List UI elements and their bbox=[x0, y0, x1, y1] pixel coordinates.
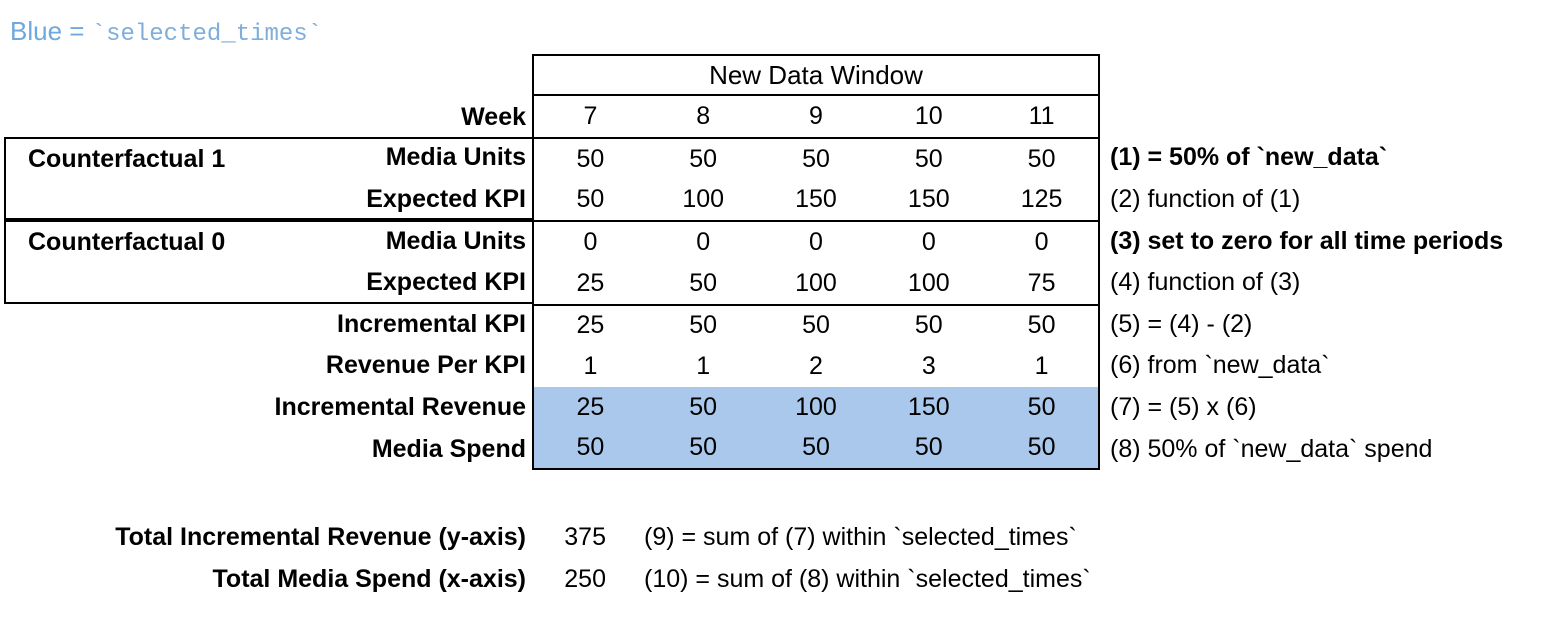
data-cell: 125 bbox=[1020, 185, 1063, 214]
row-label-8: Media Spend bbox=[371, 434, 526, 463]
summary-value: 250 bbox=[564, 564, 606, 593]
summary-row-1: Total Incremental Revenue (y-axis) 375 (9)… bbox=[0, 516, 1544, 558]
row-label-1: Media Units bbox=[385, 143, 526, 172]
week-cell-8: 8 bbox=[696, 102, 711, 130]
data-cell: 1 bbox=[696, 351, 711, 380]
data-row-6: 1 1 2 3 1 bbox=[534, 346, 1098, 387]
new-data-window-label: New Data Window bbox=[709, 59, 923, 90]
summary-label: Total Media Spend (x-axis) bbox=[212, 564, 526, 593]
data-cell: 1 bbox=[1034, 351, 1049, 380]
row-label-5: Incremental KPI bbox=[337, 309, 526, 338]
summary-label: Total Incremental Revenue (y-axis) bbox=[115, 522, 526, 551]
data-cell: 50 bbox=[689, 392, 718, 421]
counterfactual-0-box: Counterfactual 0 bbox=[4, 220, 532, 304]
data-cell: 0 bbox=[921, 228, 936, 257]
data-cell: 50 bbox=[689, 311, 718, 340]
row-annotation-5: (5) = (4) - (2) bbox=[1110, 309, 1253, 338]
row-annotation-3: (3) set to zero for all time periods bbox=[1110, 226, 1504, 255]
data-cell: 50 bbox=[914, 433, 943, 462]
row-label-4: Expected KPI bbox=[366, 268, 526, 297]
data-row-2: 50 100 150 150 125 bbox=[534, 180, 1098, 221]
data-row-1: 50 50 50 50 50 bbox=[534, 139, 1098, 180]
annotations-column: (1) = 50% of `new_data` (2) function of (… bbox=[1110, 137, 1544, 470]
data-cell: 3 bbox=[921, 351, 936, 380]
data-cell: 0 bbox=[809, 228, 823, 257]
data-cell: 50 bbox=[576, 185, 605, 214]
data-cell: 50 bbox=[689, 433, 718, 462]
data-cell: 100 bbox=[795, 268, 837, 297]
data-cell: 50 bbox=[1027, 144, 1056, 173]
data-cell: 50 bbox=[1027, 311, 1056, 340]
row-annotation-8: (8) 50% of `new_data` spend bbox=[1110, 434, 1433, 463]
data-row-7: 25 50 100 150 50 bbox=[534, 386, 1098, 428]
row-annotation-1: (1) = 50% of `new_data` bbox=[1110, 143, 1388, 172]
row-annotation-2: (2) function of (1) bbox=[1110, 184, 1301, 213]
legend-note-prefix: Blue = bbox=[10, 16, 92, 46]
summary-annotation: (9) = sum of (7) within `selected_times` bbox=[644, 522, 1077, 551]
summary-row-2: Total Media Spend (x-axis) 250 (10) = sum … bbox=[0, 558, 1544, 600]
data-cell: 50 bbox=[802, 433, 830, 462]
week-cell-7: 7 bbox=[583, 102, 598, 130]
data-cell: 50 bbox=[914, 311, 943, 340]
row-label-6: Revenue Per KPI bbox=[325, 351, 526, 380]
data-cell: 25 bbox=[576, 268, 605, 297]
data-cell: 50 bbox=[576, 433, 605, 462]
week-cell-11: 11 bbox=[1028, 102, 1055, 130]
data-cell: 150 bbox=[795, 185, 837, 214]
week-cell-10: 10 bbox=[914, 102, 943, 130]
data-cell: 25 bbox=[576, 392, 605, 421]
data-cell: 0 bbox=[583, 228, 598, 257]
summary-annotation: (10) = sum of (8) within `selected_times… bbox=[644, 564, 1091, 593]
data-cell: 0 bbox=[1034, 228, 1049, 257]
row-label-3: Media Units bbox=[385, 226, 526, 255]
data-cell: 150 bbox=[907, 392, 950, 421]
counterfactual-1-box: Counterfactual 1 bbox=[4, 137, 532, 220]
counterfactual-1-label: Counterfactual 1 bbox=[28, 145, 226, 173]
data-row-5: 25 50 50 50 50 bbox=[534, 303, 1098, 347]
legend-note-code: `selected_times` bbox=[91, 21, 323, 48]
data-cell: 50 bbox=[576, 144, 605, 173]
row-annotation-6: (6) from `new_data` bbox=[1110, 351, 1330, 380]
data-cell: 50 bbox=[914, 144, 943, 173]
row-label-2: Expected KPI bbox=[366, 184, 526, 213]
counterfactual-0-label: Counterfactual 0 bbox=[28, 228, 226, 256]
data-cell: 100 bbox=[682, 185, 725, 214]
data-cell: 150 bbox=[907, 185, 950, 214]
data-row-8: 50 50 50 50 50 bbox=[534, 427, 1098, 468]
new-data-window-header: New Data Window bbox=[532, 54, 1100, 96]
data-cell: 50 bbox=[1027, 433, 1056, 462]
data-cell: 1 bbox=[583, 351, 598, 380]
data-cell: 50 bbox=[1027, 392, 1056, 421]
data-cell: 0 bbox=[696, 228, 711, 257]
data-cell: 75 bbox=[1027, 268, 1056, 297]
data-row-4: 25 50 100 100 75 bbox=[534, 263, 1098, 304]
summary-value: 375 bbox=[564, 522, 606, 551]
data-grid: 50 50 50 50 50 50 100 150 150 125 0 0 0 0 0 25 50 100 100 7… bbox=[532, 137, 1100, 470]
row-labels-column: Media Units Expected KPI Media Units Expect… bbox=[0, 137, 527, 470]
row-annotation-4: (4) function of (3) bbox=[1110, 268, 1301, 297]
data-cell: 50 bbox=[689, 144, 718, 173]
data-cell: 100 bbox=[795, 392, 837, 421]
data-row-3: 0 0 0 0 0 bbox=[534, 220, 1098, 263]
week-cell-9: 9 bbox=[809, 102, 823, 130]
row-annotation-7: (7) = (5) x (6) bbox=[1110, 393, 1257, 422]
data-cell: 50 bbox=[689, 268, 718, 297]
data-cell: 50 bbox=[802, 311, 830, 340]
data-cell: 50 bbox=[802, 144, 830, 173]
data-cell: 100 bbox=[907, 268, 950, 297]
week-label: Week bbox=[461, 102, 526, 131]
legend-note: Blue = `selected_times` bbox=[10, 16, 322, 48]
data-cell: 25 bbox=[576, 311, 605, 340]
week-row: 7 8 9 10 11 bbox=[532, 96, 1100, 137]
data-cell: 2 bbox=[809, 351, 823, 380]
row-label-7: Incremental Revenue bbox=[274, 393, 527, 422]
